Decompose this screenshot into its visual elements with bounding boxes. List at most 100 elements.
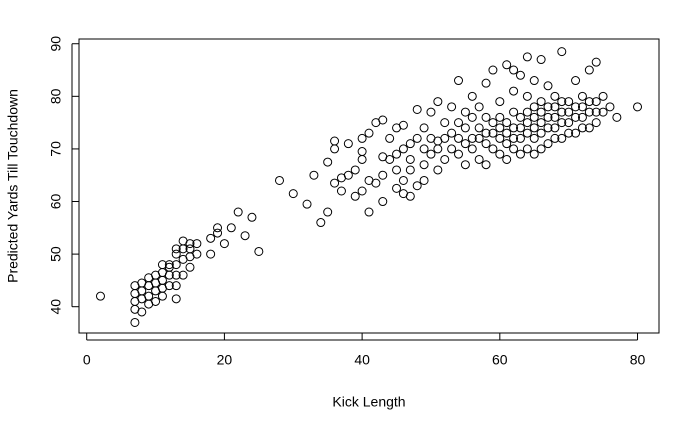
point bbox=[226, 223, 236, 233]
point bbox=[213, 228, 223, 238]
point bbox=[584, 65, 594, 75]
point bbox=[419, 175, 429, 185]
point bbox=[254, 246, 264, 256]
point bbox=[495, 97, 505, 107]
point bbox=[240, 231, 250, 241]
point bbox=[454, 133, 464, 143]
point bbox=[392, 165, 402, 175]
point bbox=[350, 191, 360, 201]
point bbox=[591, 107, 601, 117]
point bbox=[515, 112, 525, 122]
point bbox=[426, 149, 436, 159]
point bbox=[543, 81, 553, 91]
point bbox=[206, 249, 216, 259]
point bbox=[378, 115, 388, 125]
point bbox=[398, 175, 408, 185]
point bbox=[398, 120, 408, 130]
point bbox=[502, 118, 512, 128]
y-tick-label: 70 bbox=[48, 141, 64, 157]
point bbox=[330, 136, 340, 146]
point bbox=[330, 144, 340, 154]
y-tick-label: 60 bbox=[48, 194, 64, 210]
point bbox=[481, 139, 491, 149]
point bbox=[171, 260, 181, 270]
point bbox=[605, 102, 615, 112]
point bbox=[288, 189, 298, 199]
point bbox=[488, 128, 498, 138]
x-tick-label: 80 bbox=[630, 352, 646, 368]
point bbox=[454, 149, 464, 159]
point bbox=[550, 123, 560, 133]
point bbox=[440, 154, 450, 164]
point bbox=[515, 133, 525, 143]
y-tick-label: 50 bbox=[48, 246, 64, 262]
point bbox=[213, 223, 223, 233]
point bbox=[343, 170, 353, 180]
point bbox=[419, 160, 429, 170]
point bbox=[454, 118, 464, 128]
point bbox=[564, 128, 574, 138]
point bbox=[488, 65, 498, 75]
point bbox=[323, 157, 333, 167]
point bbox=[412, 133, 422, 143]
point bbox=[557, 107, 567, 117]
point bbox=[522, 91, 532, 101]
point bbox=[633, 102, 643, 112]
point bbox=[316, 218, 326, 228]
point bbox=[206, 233, 216, 243]
point bbox=[522, 118, 532, 128]
point bbox=[522, 107, 532, 117]
point bbox=[529, 76, 539, 86]
point bbox=[577, 112, 587, 122]
y-axis-label: Predicted Yards Till Touchdown bbox=[5, 89, 21, 283]
point bbox=[164, 281, 174, 291]
point bbox=[357, 133, 367, 143]
point bbox=[336, 186, 346, 196]
point bbox=[157, 291, 167, 301]
point bbox=[447, 102, 457, 112]
point bbox=[515, 149, 525, 159]
point bbox=[591, 57, 601, 67]
x-axis-label: Kick Length bbox=[332, 394, 405, 410]
point bbox=[481, 112, 491, 122]
point bbox=[557, 118, 567, 128]
x-tick-label: 60 bbox=[492, 352, 508, 368]
point bbox=[371, 178, 381, 188]
point bbox=[137, 286, 147, 296]
point bbox=[577, 123, 587, 133]
x-tick-label: 0 bbox=[83, 352, 91, 368]
point bbox=[502, 128, 512, 138]
point bbox=[509, 65, 519, 75]
point bbox=[571, 128, 581, 138]
point bbox=[495, 133, 505, 143]
point bbox=[564, 118, 574, 128]
point bbox=[157, 275, 167, 285]
point bbox=[178, 270, 188, 280]
point bbox=[460, 107, 470, 117]
point bbox=[323, 207, 333, 217]
point bbox=[529, 112, 539, 122]
point bbox=[509, 107, 519, 117]
point bbox=[571, 102, 581, 112]
point bbox=[495, 123, 505, 133]
point bbox=[185, 239, 195, 249]
point bbox=[405, 139, 415, 149]
point bbox=[392, 149, 402, 159]
point bbox=[543, 112, 553, 122]
point bbox=[502, 139, 512, 149]
point bbox=[598, 107, 608, 117]
point bbox=[405, 191, 415, 201]
point bbox=[536, 118, 546, 128]
point bbox=[550, 133, 560, 143]
point bbox=[543, 123, 553, 133]
point bbox=[584, 97, 594, 107]
point bbox=[536, 55, 546, 65]
point bbox=[557, 133, 567, 143]
point bbox=[571, 112, 581, 122]
point bbox=[536, 97, 546, 107]
point bbox=[536, 128, 546, 138]
point bbox=[502, 154, 512, 164]
point bbox=[536, 107, 546, 117]
point bbox=[509, 123, 519, 133]
point bbox=[398, 144, 408, 154]
